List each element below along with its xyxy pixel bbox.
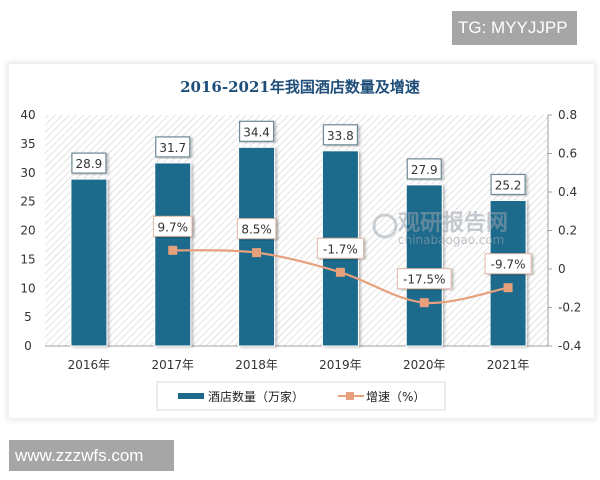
bar-value-label: 34.4 [243,125,270,139]
bar-value-label: 27.9 [411,163,438,177]
x-axis-label: 2016年 [68,358,111,372]
left-axis-tick: 40 [20,108,35,122]
x-axis-label: 2020年 [403,358,446,372]
x-axis-label: 2017年 [151,358,194,372]
line-value-label: 8.5% [241,223,272,237]
bar [238,146,276,347]
bar [405,184,443,347]
line-marker [335,267,345,277]
line-marker [168,245,178,255]
legend: 酒店数量（万家） 增速（%） [156,381,446,411]
left-axis-tick: 20 [20,224,35,238]
x-axis-label: 2019年 [319,358,362,372]
bar-value-label: 31.7 [159,141,186,155]
line-value-label: 9.7% [158,220,189,234]
right-y-axis: -0.4 -0.2 0 0.2 0.4 0.6 0.8 [548,108,581,353]
left-axis-tick: 15 [20,252,35,266]
right-axis-tick: 0.6 [558,147,577,161]
bar-value-label: 33.8 [327,129,354,143]
watermark-logo-icon [372,213,398,239]
right-axis-tick: 0.2 [558,224,577,238]
left-axis-tick: 35 [20,137,35,151]
line-value-label: -17.5% [403,273,445,287]
line-marker [419,298,429,308]
watermark-cn-text: 观研报告网 [398,211,508,236]
line-marker [252,248,262,258]
left-axis-tick: 10 [20,281,35,295]
plot-area [45,115,548,346]
watermark-en-text: chinabaogao.com [398,233,504,247]
right-axis-tick: -0.4 [558,339,581,353]
line-value-label: -1.7% [323,242,358,256]
left-axis-tick: 30 [20,166,35,180]
chinabaogao-watermark: 观研报告网 chinabaogao.com [372,211,508,247]
x-axis-label: 2021年 [487,358,530,372]
bar-value-label: 28.9 [76,157,103,171]
legend-line-label: 增速（%） [366,390,425,404]
left-axis-tick: 0 [24,339,32,353]
right-axis-tick: 0.8 [558,108,577,122]
bar [70,178,108,347]
chart-title: 2016-2021年我国酒店数量及增速 [180,78,420,96]
bottom-watermark-tag: www.zzzwfs.com [9,440,174,471]
legend-bar-swatch-icon [178,393,204,399]
left-axis-tick: 25 [20,195,35,209]
x-axis-labels: 2016年 2017年 2018年 2019年 2020年 2021年 [68,358,530,372]
right-axis-tick: -0.2 [558,301,581,315]
x-axis-label: 2018年 [235,358,278,372]
right-axis-tick: 0 [558,262,566,276]
legend-bar-label: 酒店数量（万家） [208,389,304,404]
bar-value-label: 25.2 [495,178,522,192]
right-axis-tick: 0.4 [558,185,577,199]
left-axis-tick: 5 [24,310,32,324]
line-marker [503,283,513,293]
line-value-label: -9.7% [491,258,526,272]
left-y-axis: 0 5 10 15 20 25 30 35 40 [20,108,35,353]
line-series: 9.7% 8.5% -1.7% -17.5% -9.7% [153,215,532,308]
top-watermark-tag: TG: MYYJJPP [452,11,577,45]
